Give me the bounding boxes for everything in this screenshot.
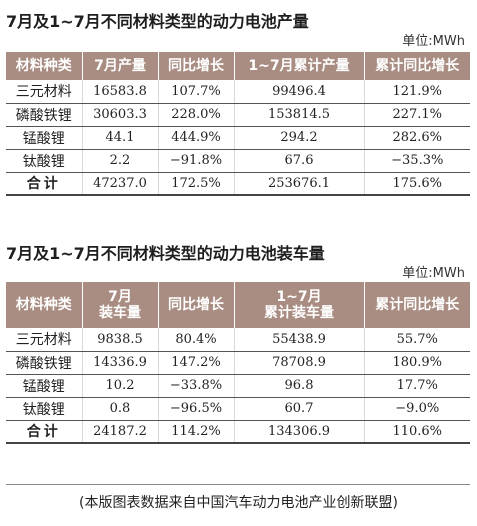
yoy-value: 80.4% [157, 328, 234, 352]
header-installed-line: 装车量 [99, 305, 141, 321]
installation-header-row: 材料种类 7月 装车量 同比增长 1~7月 累计装车量 累计同比增长 [6, 282, 470, 328]
cumulative-growth-value: 110.6% [363, 420, 470, 444]
july-value: 9838.5 [81, 328, 158, 352]
cumulative-value: 67.6 [233, 149, 364, 173]
july-value: 10.2 [81, 374, 158, 398]
cumulative-growth-value: 180.9% [363, 351, 470, 375]
cumulative-value: 60.7 [233, 397, 364, 421]
cumulative-growth-value: 227.1% [363, 103, 470, 127]
cumulative-value: 99496.4 [233, 80, 364, 104]
july-value: 14336.9 [81, 351, 158, 375]
yoy-value: 228.0% [157, 103, 234, 127]
table-row: 钛酸锂 2.2 −91.8% 67.6 −35.3% [6, 149, 470, 173]
material-name: 磷酸铁锂 [6, 351, 82, 375]
total-row: 合计 24187.2 114.2% 134306.9 110.6% [6, 420, 470, 444]
material-name: 三元材料 [6, 80, 82, 104]
installation-unit-label: 单位:MWh [402, 266, 465, 281]
production-table: 材料种类 7月产量 同比增长 1~7月累计产量 累计同比增长 三元材料 1658… [6, 52, 470, 196]
table-row: 三元材料 16583.8 107.7% 99496.4 121.9% [6, 80, 470, 104]
header-july-installed: 7月 装车量 [81, 282, 158, 328]
cumulative-value: 96.8 [233, 374, 364, 398]
production-header-row: 材料种类 7月产量 同比增长 1~7月累计产量 累计同比增长 [6, 52, 470, 80]
material-name: 锰酸锂 [6, 374, 82, 398]
yoy-value: 114.2% [157, 420, 234, 444]
cumulative-value: 134306.9 [233, 420, 364, 444]
table-row: 磷酸铁锂 30603.3 228.0% 153814.5 227.1% [6, 103, 470, 127]
total-row: 合计 47237.0 172.5% 253676.1 175.6% [6, 172, 470, 196]
yoy-value: 107.7% [157, 80, 234, 104]
cumulative-growth-value: 55.7% [363, 328, 470, 352]
yoy-value: −33.8% [157, 374, 234, 398]
header-cumulative-installed: 1~7月 累计装车量 [233, 282, 364, 328]
header-period-line: 1~7月 [276, 289, 322, 305]
cumulative-value: 294.2 [233, 126, 364, 150]
july-value: 0.8 [81, 397, 158, 421]
header-cumulative-output: 1~7月累计产量 [233, 52, 364, 80]
header-material-type: 材料种类 [6, 282, 82, 328]
cumulative-growth-value: 175.6% [363, 172, 470, 196]
cumulative-growth-value: 121.9% [363, 80, 470, 104]
material-name: 锰酸锂 [6, 126, 82, 150]
total-label: 合计 [6, 420, 82, 444]
production-table-title: 7月及1~7月不同材料类型的动力电池产量 [6, 12, 309, 31]
material-name: 钛酸锂 [6, 149, 82, 173]
installation-table: 材料种类 7月 装车量 同比增长 1~7月 累计装车量 累计同比增长 三元材料 … [6, 282, 470, 444]
cumulative-value: 253676.1 [233, 172, 364, 196]
header-cumulative-growth: 累计同比增长 [363, 282, 470, 328]
cumulative-growth-value: −35.3% [363, 149, 470, 173]
yoy-value: −96.5% [157, 397, 234, 421]
cumulative-growth-value: −9.0% [363, 397, 470, 421]
header-july-line: 7月 [108, 289, 132, 305]
total-label: 合计 [6, 172, 82, 196]
cumulative-value: 78708.9 [233, 351, 364, 375]
material-name: 三元材料 [6, 328, 82, 352]
table-row: 三元材料 9838.5 80.4% 55438.9 55.7% [6, 328, 470, 352]
yoy-value: −91.8% [157, 149, 234, 173]
installation-table-title: 7月及1~7月不同材料类型的动力电池装车量 [6, 244, 325, 263]
header-july-output: 7月产量 [81, 52, 158, 80]
cumulative-value: 153814.5 [233, 103, 364, 127]
material-name: 钛酸锂 [6, 397, 82, 421]
july-value: 47237.0 [81, 172, 158, 196]
header-yoy-growth: 同比增长 [157, 282, 234, 328]
july-value: 2.2 [81, 149, 158, 173]
header-cumulative-growth: 累计同比增长 [363, 52, 470, 80]
yoy-value: 172.5% [157, 172, 234, 196]
yoy-value: 147.2% [157, 351, 234, 375]
table-row: 锰酸锂 44.1 444.9% 294.2 282.6% [6, 126, 470, 150]
source-note: (本版图表数据来自中国汽车动力电池产业创新联盟) [79, 495, 398, 511]
yoy-value: 444.9% [157, 126, 234, 150]
july-value: 24187.2 [81, 420, 158, 444]
footer-divider [6, 484, 470, 485]
table-row: 锰酸锂 10.2 −33.8% 96.8 17.7% [6, 374, 470, 398]
production-unit-label: 单位:MWh [402, 34, 465, 49]
cumulative-growth-value: 17.7% [363, 374, 470, 398]
header-yoy-growth: 同比增长 [157, 52, 234, 80]
july-value: 30603.3 [81, 103, 158, 127]
july-value: 44.1 [81, 126, 158, 150]
table-row: 钛酸锂 0.8 −96.5% 60.7 −9.0% [6, 397, 470, 421]
table-row: 磷酸铁锂 14336.9 147.2% 78708.9 180.9% [6, 351, 470, 375]
header-cumulative-line: 累计装车量 [264, 305, 334, 321]
july-value: 16583.8 [81, 80, 158, 104]
material-name: 磷酸铁锂 [6, 103, 82, 127]
header-material-type: 材料种类 [6, 52, 82, 80]
cumulative-growth-value: 282.6% [363, 126, 470, 150]
cumulative-value: 55438.9 [233, 328, 364, 352]
